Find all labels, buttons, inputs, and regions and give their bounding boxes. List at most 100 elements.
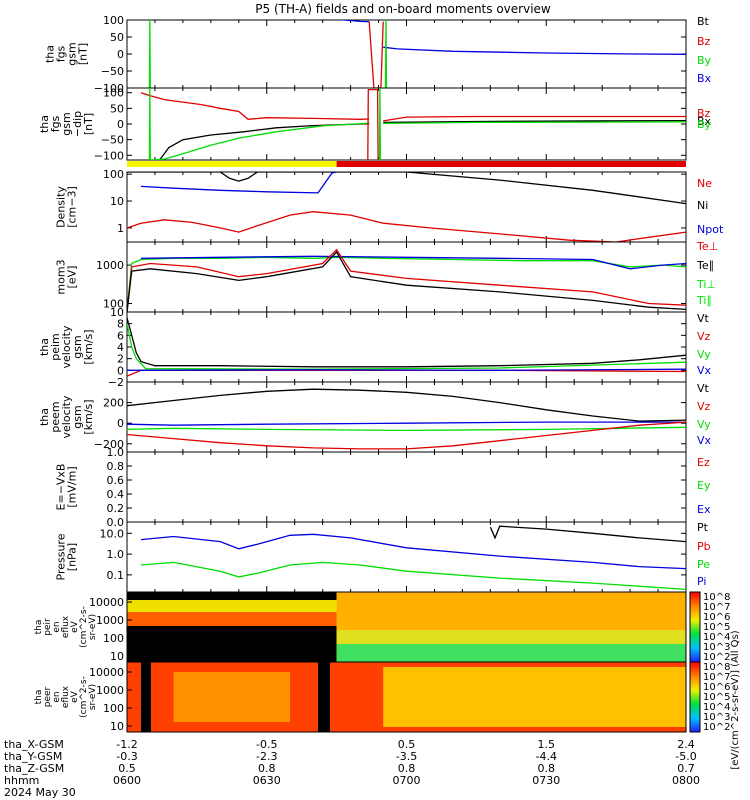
series-line xyxy=(127,323,686,370)
mode-bar-segment xyxy=(336,161,686,167)
y-tick-label: 100 xyxy=(103,297,124,310)
series-line xyxy=(140,92,370,120)
series-line xyxy=(383,46,686,55)
y-axis-label: eflux xyxy=(61,685,71,708)
legend-entry: Vt xyxy=(697,382,710,395)
panel-frame xyxy=(126,451,687,523)
colorbar-tick-label: 10^7 xyxy=(703,602,730,613)
row-value: 2.4 xyxy=(677,738,695,751)
row-value: -0.3 xyxy=(116,750,137,763)
mode-bar-segment xyxy=(127,161,337,167)
series-line xyxy=(140,172,337,194)
y-axis-label: [cm−3] xyxy=(66,186,79,228)
series-line xyxy=(127,368,686,371)
series-line xyxy=(127,369,686,377)
y-tick-label: 10 xyxy=(110,720,124,733)
y-tick-label: 100 xyxy=(103,632,124,645)
y-tick-label: 0 xyxy=(117,118,124,131)
legend-entry: Vz xyxy=(697,330,711,343)
y-tick-label: 1000 xyxy=(96,684,124,697)
y-axis-label: tha xyxy=(44,45,57,63)
series-line xyxy=(127,211,686,242)
colorbar-tick-label: 10^8 xyxy=(703,592,730,603)
series-line xyxy=(140,255,686,270)
legend-entry: Te⊥ xyxy=(696,240,718,253)
row-value: 0600 xyxy=(113,774,141,787)
panel-frame xyxy=(126,661,687,733)
series-line xyxy=(127,317,686,368)
panel-4: 1000 100 mom3[eV] Te⊥ Te∥ Ti⊥ Ti∥ xyxy=(55,240,718,313)
y-tick-label: 50 xyxy=(110,31,124,44)
spectrogram-band xyxy=(336,644,686,662)
legend-entry: By xyxy=(697,54,712,67)
y-tick-label: −50 xyxy=(101,134,124,147)
y-axis-label: peim xyxy=(49,333,62,361)
colorbar xyxy=(689,591,701,663)
y-axis-label: gsm xyxy=(66,42,79,65)
series-line xyxy=(127,256,686,312)
series-line xyxy=(378,88,382,160)
series-line xyxy=(127,172,686,205)
y-axis-label: gsm xyxy=(60,112,73,135)
y-axis-label: tha xyxy=(34,690,44,705)
y-axis-label: −dip xyxy=(71,111,84,137)
panel-3: 100 10 1 Density[cm−3] Ne Ni Npot xyxy=(55,168,724,243)
series-line xyxy=(127,426,686,432)
panels: 100500−50−100thafgsgsm[nT]BtBzByBx100500… xyxy=(4,14,741,799)
legend-entry: Bt xyxy=(697,15,710,28)
colorbar xyxy=(689,661,701,733)
y-tick-label: 0.1 xyxy=(107,569,125,582)
colorbar-tick-label: 10^3 xyxy=(703,642,730,653)
series-line xyxy=(383,121,686,125)
legend-entry: Te∥ xyxy=(696,259,714,272)
date-label: 2024 May 30 xyxy=(4,786,76,799)
row-value: 0.8 xyxy=(538,762,556,775)
y-tick-label: −50 xyxy=(101,65,124,78)
y-axis-label: [nPa] xyxy=(66,543,79,571)
y-tick-label: 1.0 xyxy=(107,446,125,459)
panel-8: 10.0 1.0 0.1 Pressure[nPa] Pt Pb Pe Pi xyxy=(55,521,711,593)
series-line xyxy=(159,123,370,160)
y-axis-label: [nT] xyxy=(77,43,90,65)
y-tick-label: 0 xyxy=(117,364,124,377)
series-line xyxy=(384,20,388,88)
legend-entry: Bz xyxy=(697,35,711,48)
series-line xyxy=(148,20,151,88)
y-tick-label: 10 xyxy=(110,306,124,319)
y-axis-label: fgs xyxy=(49,115,62,132)
legend-entry: Vz xyxy=(697,400,711,413)
y-tick-label: 100 xyxy=(103,14,124,27)
colorbar-tick-label: 10^5 xyxy=(703,692,730,703)
panel-frame xyxy=(126,171,687,243)
panel-frame xyxy=(126,87,687,161)
colorbar-tick-label: 10^6 xyxy=(703,682,730,693)
y-tick-label: −100 xyxy=(94,149,124,162)
y-tick-label: 10 xyxy=(110,195,124,208)
y-tick-label: 10000 xyxy=(89,596,124,609)
y-axis-label: Pressure xyxy=(55,533,68,580)
row-label: hhmm xyxy=(4,774,39,787)
y-tick-label: 0.6 xyxy=(107,474,125,487)
y-tick-label: −100 xyxy=(94,82,124,95)
row-value: 0.7 xyxy=(677,762,695,775)
y-tick-label: 200 xyxy=(103,397,124,410)
spectrogram-1: 10000 1000 100 10 tha peir en eflux eV (cm^2-s-sr… xyxy=(34,591,730,663)
legend-entry: Ti∥ xyxy=(696,294,712,307)
y-tick-label: 6 xyxy=(117,329,124,342)
row-label: tha_X-GSM xyxy=(4,738,64,751)
legend-entry: Npot xyxy=(697,223,724,236)
y-axis-label: fgs xyxy=(55,45,68,62)
legend-entry: Ni xyxy=(697,199,708,212)
y-axis-label: [eV] xyxy=(66,266,79,289)
colorbar-tick-label: 10^2 xyxy=(703,652,730,663)
row-value: 0.8 xyxy=(398,762,416,775)
y-axis-label: mom3 xyxy=(55,259,68,294)
y-axis-label: [mV/m] xyxy=(66,466,79,507)
colorbar-tick-label: 10^6 xyxy=(703,612,730,623)
y-tick-label: −2 xyxy=(108,376,124,389)
y-axis-label: sr-eV) xyxy=(88,614,98,640)
spectrogram-band xyxy=(127,612,337,626)
y-axis-label: velocity xyxy=(60,395,73,438)
